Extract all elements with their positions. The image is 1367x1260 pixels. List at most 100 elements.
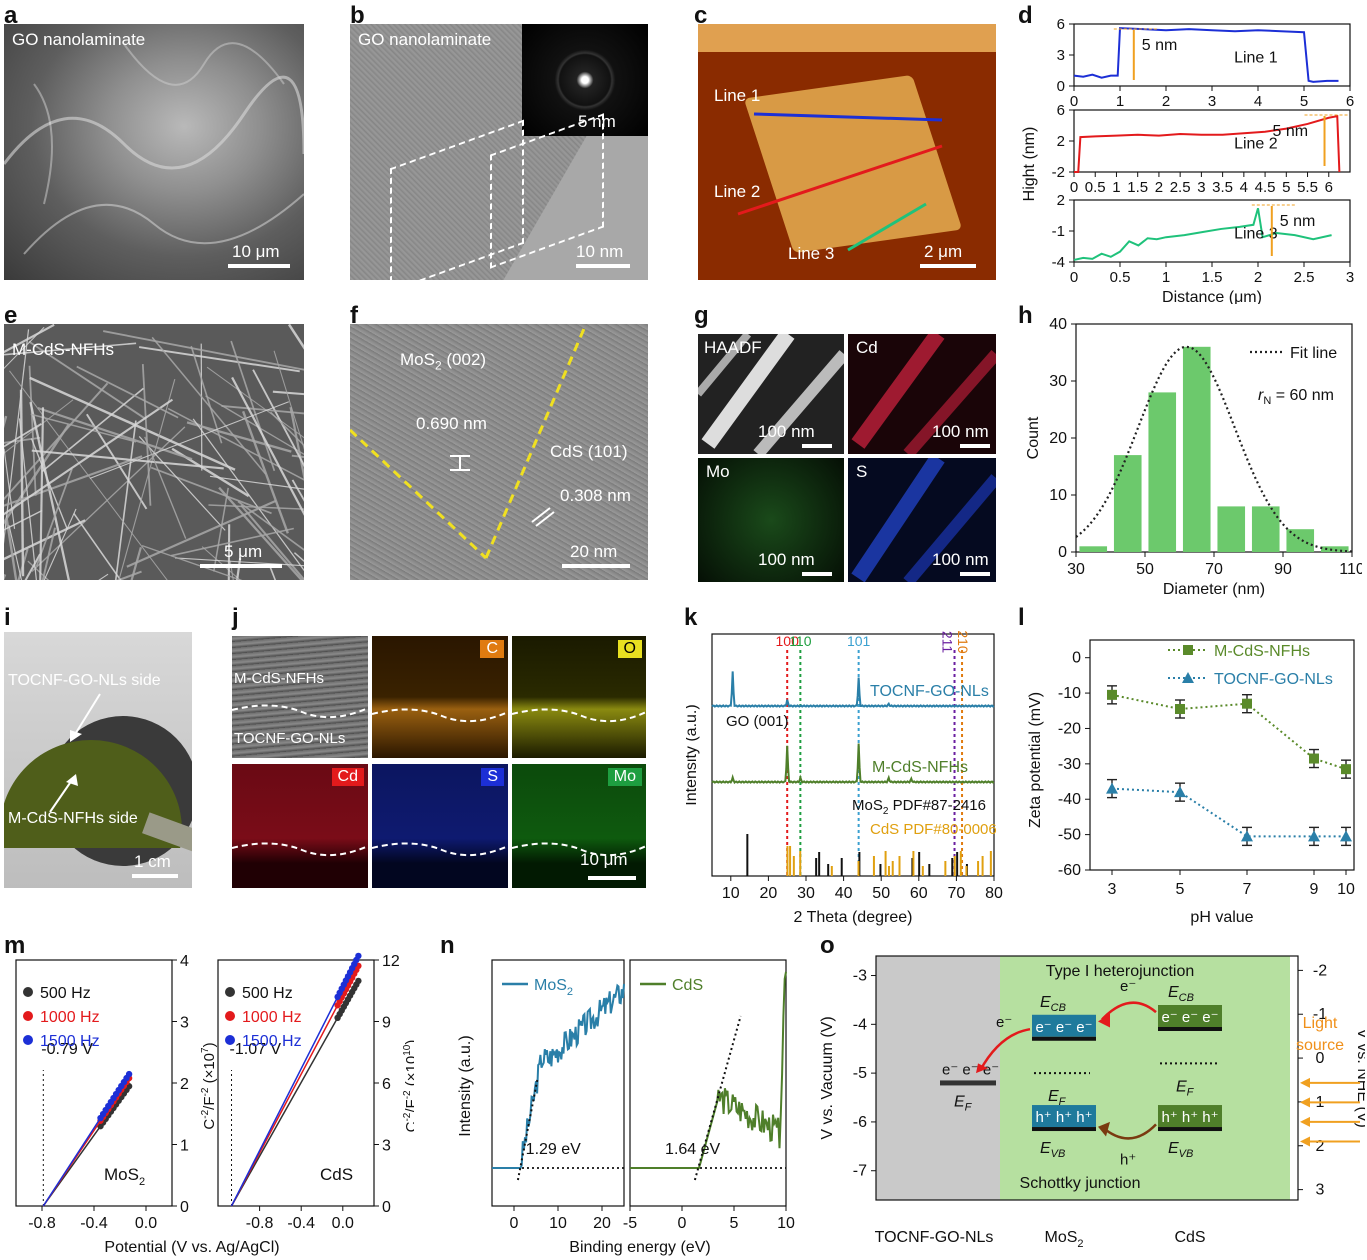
x-tick-label: 0.5	[1110, 269, 1131, 286]
interface-dash-2	[372, 708, 508, 723]
x-tick-label: 1	[1112, 179, 1120, 196]
zeta-point-triangle	[1308, 830, 1320, 842]
fiber	[35, 468, 73, 567]
step-label: 5 nm	[1273, 123, 1309, 140]
legend-marker	[23, 1035, 33, 1045]
electron-label-1: e⁻	[1120, 978, 1136, 995]
x-tick-label: 0.0	[135, 1215, 157, 1232]
fiber	[5, 517, 18, 580]
scale-text-b: 10 nm	[576, 242, 624, 261]
right-tick-label: 0	[1316, 1050, 1325, 1067]
x-tick-label: 3	[1197, 179, 1205, 196]
scale-text-e: 5 μm	[224, 542, 263, 561]
zeta-point-square	[1309, 753, 1319, 764]
caption-a: GO nanolaminate	[12, 30, 146, 49]
intercept-label: -1.07 V	[230, 1041, 282, 1058]
fiber	[4, 509, 43, 531]
zeta-point-square	[1175, 704, 1185, 714]
fiber	[31, 449, 224, 470]
tangent-line	[693, 1015, 742, 1181]
eds-cd-label: Cd	[856, 338, 878, 357]
plot-frame	[491, 959, 625, 1207]
category-mos2: MoS2	[1044, 1229, 1083, 1250]
fiber	[221, 404, 304, 415]
profile-name: Line 1	[1234, 49, 1278, 66]
mos2-vb-text: h⁺ h⁺ h⁺	[1035, 1109, 1092, 1126]
x-tick-label: 10	[549, 1215, 567, 1232]
y-axis-label: C-2/F-2 (×1010)	[402, 1040, 414, 1133]
map-s-tag: S	[481, 768, 504, 786]
mos2-ref-label: MoS2 PDF#87-2416	[852, 797, 986, 817]
fiber	[141, 364, 152, 506]
cross-section-grid: M-CdS-NFHs TOCNF-GO-NLs C O Cd S Mo 10 μ…	[232, 636, 646, 888]
s-fibers	[851, 458, 996, 582]
chart-h-diameter-histogram: 0 10 20 30 40 30 50 70 90 110 Fit line rN = 60 nm Co…	[1025, 316, 1362, 598]
fiber	[201, 546, 241, 580]
right-tick-label: -2	[1313, 962, 1327, 979]
y-axis-label: Hight (nm)	[1022, 127, 1038, 202]
x-tick-label: -0.4	[287, 1215, 315, 1232]
region-light	[1290, 956, 1298, 1200]
fiber	[4, 519, 86, 561]
right-tick-label: -1	[1313, 1006, 1327, 1023]
fiber	[4, 329, 30, 545]
series-label-m-cds: M-CdS-NFHs	[872, 759, 968, 776]
scale-text-a: 10 μm	[232, 242, 280, 261]
map-cd-tag: Cd	[331, 768, 364, 786]
peak-marker-label: 211	[940, 631, 956, 654]
category-cds: CdS	[1174, 1229, 1205, 1246]
x-tick-label: 10	[1337, 881, 1355, 898]
cd-fibers	[851, 334, 996, 454]
eds-haadf: HAADF 100 nm	[698, 334, 844, 454]
fiber	[150, 466, 272, 515]
fiber-network	[4, 324, 304, 580]
mos2-cb-bar	[1032, 1036, 1096, 1041]
eds-mo-scale: 100 nm	[758, 550, 815, 569]
fiber	[287, 324, 304, 350]
panel-label-a: a	[4, 2, 18, 29]
x-tick-label: 10	[722, 885, 740, 902]
y-tick-label: -4	[1052, 254, 1065, 271]
scale-bar-j	[588, 876, 636, 880]
eds-s-scale-bar	[960, 572, 990, 576]
cds-cb-box	[1158, 1005, 1222, 1027]
y-tick-label: 2	[180, 1076, 189, 1093]
zeta-point-triangle	[1106, 782, 1118, 794]
electron-label-2: e⁻	[996, 1014, 1012, 1031]
afm-line-3-label: Line 3	[788, 244, 835, 263]
x-tick-label: 80	[985, 885, 1003, 902]
eds-cd-scale-bar	[960, 444, 990, 448]
interface-dash-4	[232, 842, 368, 857]
panel-label-m: m	[4, 932, 26, 959]
x-tick-label: 1.5	[1202, 269, 1223, 286]
light-ray-head	[1300, 1136, 1310, 1147]
x-tick-label: 5	[730, 1215, 739, 1232]
fiber	[144, 436, 187, 539]
x-tick-label: 50	[872, 885, 890, 902]
go-wrinkles	[4, 42, 304, 255]
y-axis-label: Intensity (a.u.)	[457, 1035, 474, 1136]
fiber	[272, 390, 304, 396]
fiber	[212, 487, 229, 572]
cds-cb-text: e⁻ e⁻ e⁻	[1161, 1009, 1218, 1026]
y-axis-label: Intensity (a.u.)	[686, 704, 700, 805]
legend-label: CdS	[672, 977, 703, 994]
fiber	[4, 382, 109, 501]
x-axis-label: pH value	[1190, 909, 1253, 926]
legend-label: 500 Hz	[40, 985, 91, 1002]
cds-cb-bar	[1158, 1027, 1222, 1031]
x-tick-label: 40	[835, 885, 853, 902]
x-tick-label: -0.8	[28, 1215, 56, 1232]
data-point	[355, 977, 362, 985]
data-point	[355, 952, 362, 960]
y-tick-label: 40	[1049, 316, 1067, 333]
fiber	[141, 544, 243, 580]
electron-transfer-arrow-1	[1101, 1001, 1157, 1021]
legend-marker	[23, 987, 33, 997]
fiber	[151, 336, 267, 475]
eds-haadf-label: HAADF	[704, 338, 762, 357]
plot-frame	[629, 959, 787, 1207]
y-tick-label: 0	[382, 1199, 391, 1216]
x-tick-label: 5	[1282, 179, 1290, 196]
x-tick-label: 4	[1240, 179, 1248, 196]
